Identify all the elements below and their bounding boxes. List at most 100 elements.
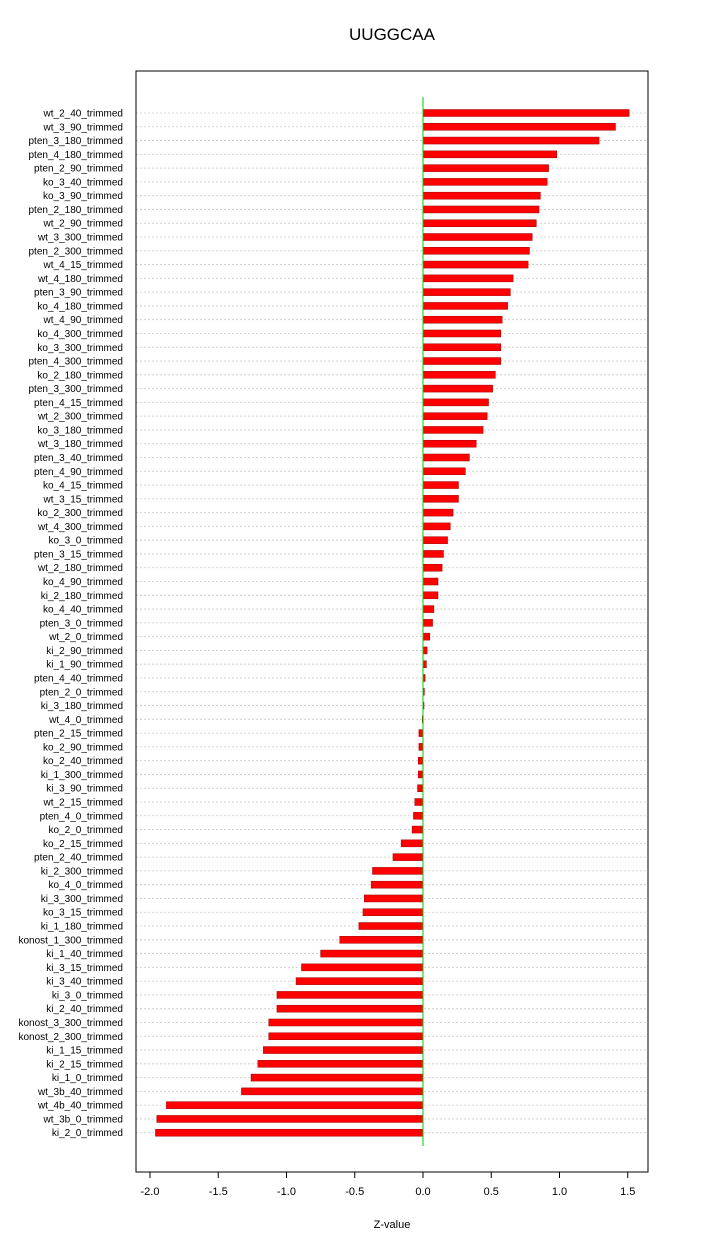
bar bbox=[320, 949, 424, 958]
x-axis: -2.0 -1.5 -1.0 -0.5 0.0 0.5 1.0 1.5 bbox=[141, 1171, 635, 1198]
bar bbox=[422, 371, 496, 379]
category-label: ki_2_180_trimmed bbox=[41, 591, 123, 602]
category-label: wt_3_300_trimmed bbox=[37, 233, 123, 244]
category-label: konost_2_300_trimmed bbox=[18, 1032, 123, 1043]
bar bbox=[422, 288, 511, 296]
bar bbox=[268, 1018, 424, 1027]
bar bbox=[241, 1087, 424, 1096]
category-label: wt_3b_0_trimmed bbox=[43, 1114, 123, 1125]
category-label: ki_3_15_trimmed bbox=[46, 963, 123, 974]
category-label: pten_4_0_trimmed bbox=[40, 811, 123, 822]
category-label: ki_3_0_trimmed bbox=[52, 990, 123, 1001]
bar bbox=[422, 343, 502, 352]
category-label: wt_3_180_trimmed bbox=[37, 439, 123, 450]
category-label: ko_3_300_trimmed bbox=[37, 343, 123, 354]
category-label: pten_4_15_trimmed bbox=[34, 398, 123, 409]
x-tick-label: 0.5 bbox=[484, 1186, 499, 1198]
bar bbox=[422, 563, 443, 572]
bar bbox=[422, 522, 451, 531]
category-label: wt_2_0_trimmed bbox=[48, 632, 123, 643]
bar bbox=[422, 357, 502, 365]
x-tick-label: 1.0 bbox=[552, 1186, 567, 1198]
category-label: pten_4_180_trimmed bbox=[28, 150, 123, 161]
category-label: wt_4_15_trimmed bbox=[43, 260, 123, 271]
bar bbox=[422, 467, 466, 476]
bar bbox=[422, 495, 459, 503]
category-label: ki_2_0_trimmed bbox=[52, 1128, 123, 1139]
category-label: ki_1_180_trimmed bbox=[41, 922, 123, 933]
bar bbox=[268, 1032, 424, 1041]
bar bbox=[422, 164, 549, 172]
category-label: wt_4_90_trimmed bbox=[43, 315, 123, 326]
bar bbox=[364, 894, 424, 903]
category-label: ki_2_40_trimmed bbox=[46, 1004, 123, 1015]
category-label: pten_4_40_trimmed bbox=[34, 673, 123, 684]
category-label: ki_2_90_trimmed bbox=[46, 646, 123, 657]
category-label: ko_3_180_trimmed bbox=[37, 425, 123, 436]
category-label: pten_2_180_trimmed bbox=[28, 205, 123, 216]
bar bbox=[362, 908, 424, 916]
chart-title: UUGGCAA bbox=[349, 25, 436, 44]
category-label: ki_3_90_trimmed bbox=[46, 784, 123, 795]
bar bbox=[422, 274, 514, 283]
bar bbox=[422, 123, 616, 131]
category-label: ko_4_180_trimmed bbox=[37, 301, 123, 312]
category-label: pten_3_0_trimmed bbox=[40, 618, 123, 629]
category-label: ki_3_40_trimmed bbox=[46, 977, 123, 988]
bar bbox=[358, 922, 424, 930]
bar bbox=[422, 247, 530, 255]
category-label: wt_4_0_trimmed bbox=[48, 715, 123, 726]
category-label: konost_3_300_trimmed bbox=[18, 1018, 123, 1029]
x-axis-title: Z-value bbox=[374, 1219, 411, 1231]
category-label: ki_3_300_trimmed bbox=[41, 894, 123, 905]
bar bbox=[422, 136, 600, 145]
category-label: ko_3_40_trimmed bbox=[43, 177, 123, 188]
bar bbox=[422, 384, 493, 393]
bar bbox=[422, 150, 558, 159]
category-label: wt_4b_40_trimmed bbox=[37, 1101, 123, 1112]
x-tick-label: -2.0 bbox=[141, 1186, 160, 1198]
x-tick-label: -0.5 bbox=[345, 1186, 364, 1198]
bar bbox=[276, 1004, 424, 1013]
bar bbox=[422, 632, 431, 641]
category-label: pten_2_0_trimmed bbox=[40, 687, 123, 698]
category-label: wt_3_15_trimmed bbox=[43, 494, 123, 505]
bar bbox=[422, 577, 439, 586]
category-label: ko_2_90_trimmed bbox=[43, 742, 123, 753]
category-label: ki_1_300_trimmed bbox=[41, 770, 123, 781]
x-tick-label: 0.0 bbox=[415, 1186, 430, 1198]
bar bbox=[276, 991, 424, 999]
category-label: ko_3_90_trimmed bbox=[43, 191, 123, 202]
category-label: pten_3_180_trimmed bbox=[28, 136, 123, 147]
bar bbox=[417, 784, 424, 792]
bar bbox=[414, 798, 424, 806]
category-label: wt_3_90_trimmed bbox=[43, 122, 123, 133]
bar bbox=[166, 1101, 424, 1109]
category-label: wt_2_300_trimmed bbox=[37, 412, 123, 423]
bar bbox=[155, 1128, 424, 1137]
bar bbox=[422, 426, 484, 434]
bar bbox=[422, 260, 529, 269]
category-label: pten_2_300_trimmed bbox=[28, 246, 123, 257]
bar bbox=[422, 536, 448, 544]
category-label: ki_2_300_trimmed bbox=[41, 866, 123, 877]
category-labels: wt_2_40_trimmed wt_3_90_trimmed pten_3_180… bbox=[18, 109, 123, 1140]
bar bbox=[422, 646, 428, 655]
bar bbox=[295, 977, 424, 985]
bar bbox=[417, 756, 424, 765]
bar bbox=[422, 550, 444, 558]
category-label: ki_1_40_trimmed bbox=[46, 949, 123, 960]
x-tick-label: -1.5 bbox=[209, 1186, 228, 1198]
category-label: konost_1_300_trimmed bbox=[18, 935, 123, 946]
category-label: wt_4_300_trimmed bbox=[37, 522, 123, 533]
category-label: pten_3_300_trimmed bbox=[28, 384, 123, 395]
bar bbox=[417, 770, 424, 779]
category-label: ko_3_0_trimmed bbox=[49, 536, 123, 547]
category-label: ko_4_300_trimmed bbox=[37, 329, 123, 340]
bar bbox=[422, 481, 459, 489]
bar bbox=[422, 412, 488, 420]
category-label: pten_4_90_trimmed bbox=[34, 467, 123, 478]
category-label: pten_2_90_trimmed bbox=[34, 164, 123, 175]
bar bbox=[422, 453, 470, 462]
